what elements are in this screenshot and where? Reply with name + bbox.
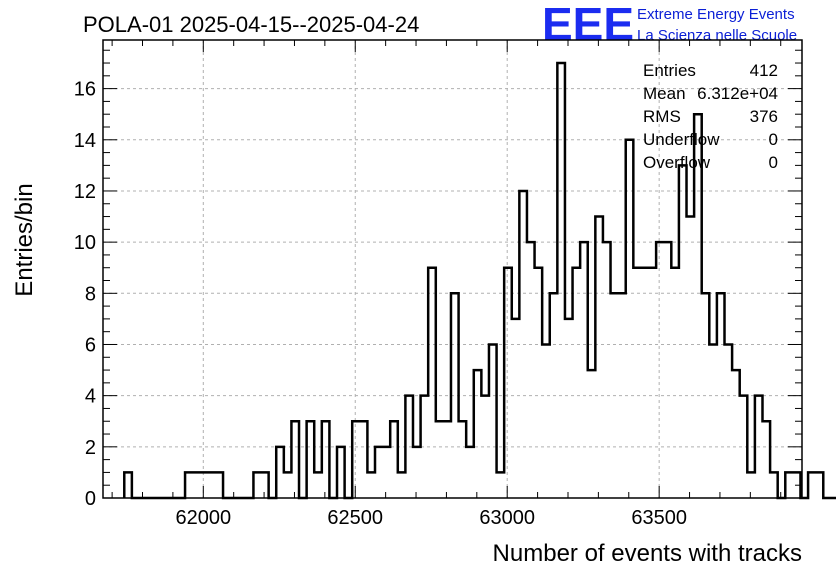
stat-label-mean: Mean <box>643 84 686 103</box>
y-tick-label: 16 <box>74 79 96 101</box>
logo-line-2: La Scienza nelle Scuole <box>637 27 797 44</box>
y-tick-label: 14 <box>74 130 96 152</box>
axis-ticks <box>103 40 802 499</box>
y-tick-label: 12 <box>74 181 96 203</box>
logo-mark: EEE <box>542 0 634 50</box>
stat-value-rms: 376 <box>750 107 778 126</box>
stat-value-entries: 412 <box>750 61 778 80</box>
x-axis-title: Number of events with tracks <box>493 540 802 567</box>
stat-label-entries: Entries <box>643 61 696 80</box>
y-tick-label: 0 <box>85 488 96 510</box>
stats-box: Entries 412 Mean 6.312e+04 RMS 376 Under… <box>643 61 778 172</box>
grid <box>103 40 802 498</box>
stat-label-underflow: Underflow <box>643 130 720 149</box>
y-tick-label: 8 <box>85 283 96 305</box>
eee-logo: EEE Extreme Energy Events La Scienza nel… <box>542 0 797 50</box>
stat-label-rms: RMS <box>643 107 681 126</box>
stat-value-underflow: 0 <box>769 130 778 149</box>
x-tick-label: 63000 <box>479 507 535 529</box>
stat-value-overflow: 0 <box>769 153 778 172</box>
y-tick-label: 6 <box>85 334 96 356</box>
y-tick-label: 2 <box>85 437 96 459</box>
stat-label-overflow: Overflow <box>643 153 711 172</box>
chart-title: POLA-01 2025-04-15--2025-04-24 <box>83 12 419 37</box>
x-tick-label: 63500 <box>631 507 687 529</box>
y-tick-label: 4 <box>85 386 96 408</box>
tick-labels: 62000 62500 63000 63500 0 2 4 6 8 10 12 14 16 <box>74 79 687 529</box>
y-tick-label: 10 <box>74 232 96 254</box>
x-tick-label: 62000 <box>175 507 231 529</box>
histogram-line <box>123 61 836 500</box>
logo-line-1: Extreme Energy Events <box>637 6 795 23</box>
y-axis-title: Entries/bin <box>11 183 38 296</box>
plot-frame <box>102 39 803 499</box>
x-tick-label: 62500 <box>327 507 383 529</box>
stat-value-mean: 6.312e+04 <box>697 84 778 103</box>
